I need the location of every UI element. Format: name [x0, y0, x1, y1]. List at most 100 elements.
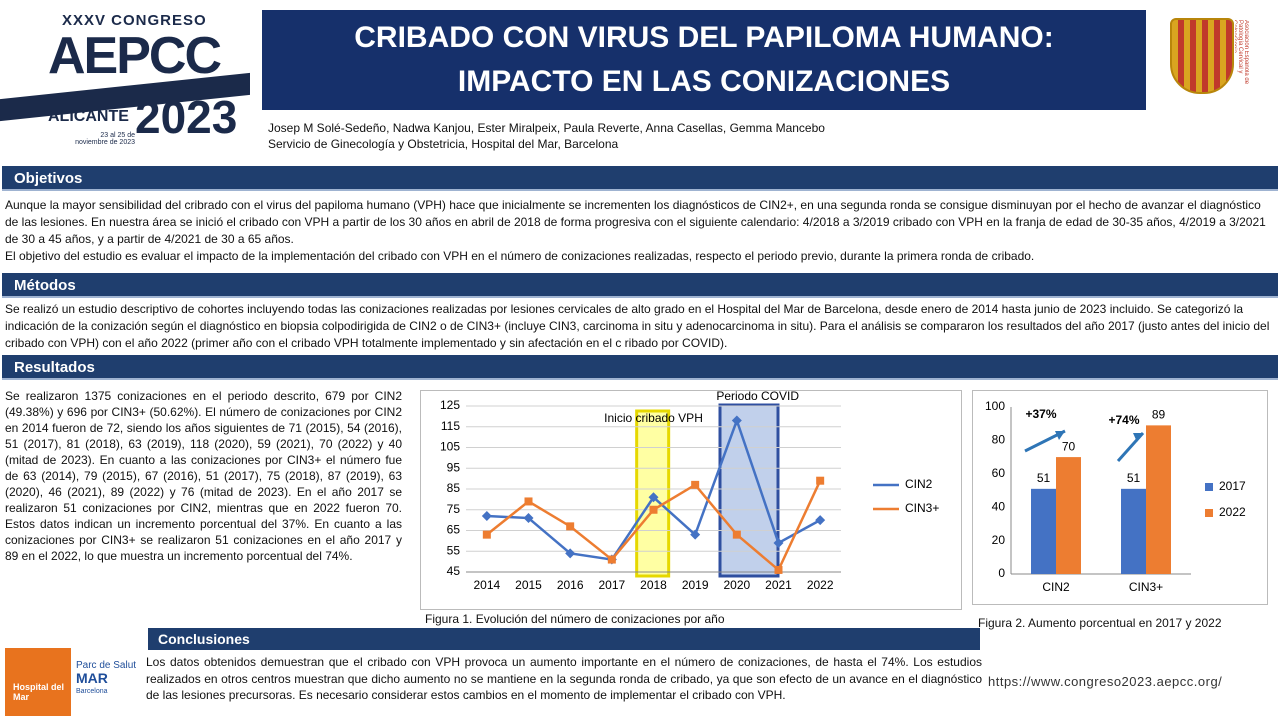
title-line: IMPACTO EN LAS CONIZACIONES — [457, 65, 951, 98]
line-chart: 45 55 65 75 85 95 105 115 125 2014 2015 2016 2017 201… — [420, 390, 962, 610]
marker — [691, 480, 700, 489]
url: https://www.congreso2023.aepcc.org/ — [988, 674, 1223, 689]
marker — [524, 497, 533, 506]
y-tick-label: 60 — [992, 466, 1006, 480]
highlight-covid — [718, 403, 780, 578]
title-line: CRIBADO CON VIRUS DEL PAPILOMA HUMANO: — [354, 21, 1054, 54]
logo-year: 2023 — [135, 91, 238, 143]
x-tick-label: 2017 — [598, 578, 625, 592]
annotation: +37% — [1025, 407, 1056, 421]
marker — [648, 492, 659, 503]
logo-city: ALICANTE — [48, 108, 129, 125]
y-tick-label: 65 — [447, 523, 461, 537]
parc-name: Parc de Salut — [76, 660, 137, 671]
marker — [566, 522, 575, 531]
marker — [732, 530, 741, 539]
arrow-head — [1055, 431, 1065, 440]
y-tick-label: 40 — [992, 499, 1006, 513]
paragraph: Aunque la mayor sensibilidad del cribrad… — [5, 198, 1266, 246]
logo-dates: 23 al 25 de noviembre de 2023 — [75, 132, 135, 146]
bar — [1031, 488, 1056, 574]
bar — [1056, 457, 1081, 574]
affiliation: Servicio de Ginecología y Obstetricia, H… — [268, 137, 619, 151]
figure-caption: Figura 2. Aumento porcentual en 2017 y 2… — [978, 616, 1222, 630]
annotation: Inicio cribado VPH — [604, 411, 703, 425]
legend-key — [1205, 509, 1213, 517]
annotation: +74% — [1108, 413, 1139, 427]
logo-name: AEPCC — [48, 27, 222, 85]
marker — [731, 415, 742, 426]
parc-logo: Parc de Salut MAR Barcelona — [76, 660, 140, 697]
y-tick-label: 125 — [440, 398, 460, 412]
x-tick-label: 2020 — [723, 578, 750, 592]
marker — [690, 529, 701, 540]
y-tick-label: 0 — [998, 566, 1005, 580]
authors: Josep M Solé-Sedeño, Nadwa Kanjou, Ester… — [268, 120, 825, 152]
y-tick-label: 80 — [992, 433, 1006, 447]
y-tick-label: 55 — [447, 543, 461, 557]
legend-label: 2022 — [1219, 505, 1246, 519]
x-tick-label: 2018 — [640, 578, 667, 592]
section-heading: Métodos — [2, 273, 1278, 298]
section-heading: Resultados — [2, 355, 1278, 380]
section-text: Aunque la mayor sensibilidad del cribrad… — [5, 197, 1275, 265]
value-label: 51 — [1037, 471, 1051, 485]
legend-label: CIN3+ — [905, 501, 939, 515]
value-label: 51 — [1127, 471, 1141, 485]
y-tick-label: 20 — [992, 533, 1006, 547]
bar — [1146, 425, 1171, 574]
title-box: CRIBADO CON VIRUS DEL PAPILOMA HUMANO: I… — [262, 10, 1146, 110]
marker — [773, 537, 784, 548]
x-tick-label: 2021 — [765, 578, 792, 592]
y-tick-label: 85 — [447, 481, 461, 495]
y-tick-label: 100 — [985, 399, 1005, 413]
bar — [1121, 488, 1146, 574]
legend-label: CIN2 — [905, 477, 933, 491]
value-label: 89 — [1152, 408, 1166, 422]
x-tick-label: CIN2 — [1042, 580, 1070, 594]
y-tick-label: 115 — [441, 419, 460, 433]
marker — [649, 505, 658, 514]
x-tick-label: 2022 — [807, 578, 834, 592]
hospital-logo: Hospital del Mar — [5, 648, 71, 716]
society-name: Asociación Española de Patología Cervica… — [1235, 20, 1249, 85]
value-label: 70 — [1062, 439, 1076, 453]
figure-caption: Figura 1. Evolución del número de coniza… — [425, 612, 725, 626]
annotation: Periodo COVID — [716, 390, 799, 403]
results-text: Se realizaron 1375 conizaciones en el pe… — [5, 389, 402, 563]
author-list: Josep M Solé-Sedeño, Nadwa Kanjou, Ester… — [268, 121, 825, 135]
legend-key — [1205, 483, 1213, 491]
logo-top: XXXV CONGRESO — [62, 12, 207, 29]
section-heading: Objetivos — [2, 166, 1278, 191]
y-tick-label: 45 — [447, 564, 461, 578]
section-text: Se realizó un estudio descriptivo de coh… — [5, 302, 1270, 350]
x-tick-label: 2015 — [515, 578, 542, 592]
x-tick-label: CIN3+ — [1129, 580, 1163, 594]
section-heading: Conclusiones — [148, 628, 980, 650]
marker — [816, 476, 825, 485]
y-tick-label: 75 — [447, 502, 461, 516]
x-tick-label: 2019 — [682, 578, 709, 592]
parc-mar: MAR — [76, 670, 108, 686]
congress-logo: XXXV CONGRESO AEPCC ALICANTE 2023 23 al … — [0, 0, 255, 165]
marker — [481, 510, 492, 521]
marker — [607, 555, 616, 564]
legend-label: 2017 — [1219, 479, 1246, 493]
marker — [482, 530, 491, 539]
y-tick-label: 95 — [447, 460, 461, 474]
hospital-name: Hospital del Mar — [13, 682, 65, 702]
marker — [523, 513, 534, 524]
conclusion-text: Los datos obtenidos demuestran que el cr… — [146, 655, 982, 702]
marker — [774, 565, 783, 574]
society-logo — [1170, 18, 1234, 94]
parc-city: Barcelona — [76, 688, 108, 695]
bar-chart: 0 20 40 60 80 100 CIN2 CIN3+ 51 51 2017 70 89 2022 +37… — [972, 390, 1268, 605]
arrow-head — [1133, 433, 1143, 442]
x-tick-label: 2016 — [557, 578, 584, 592]
marker — [565, 548, 576, 559]
paragraph: El objetivo del estudio es evaluar el im… — [5, 249, 1035, 263]
y-tick-label: 105 — [440, 440, 460, 454]
x-tick-label: 2014 — [473, 578, 500, 592]
marker — [815, 515, 826, 526]
